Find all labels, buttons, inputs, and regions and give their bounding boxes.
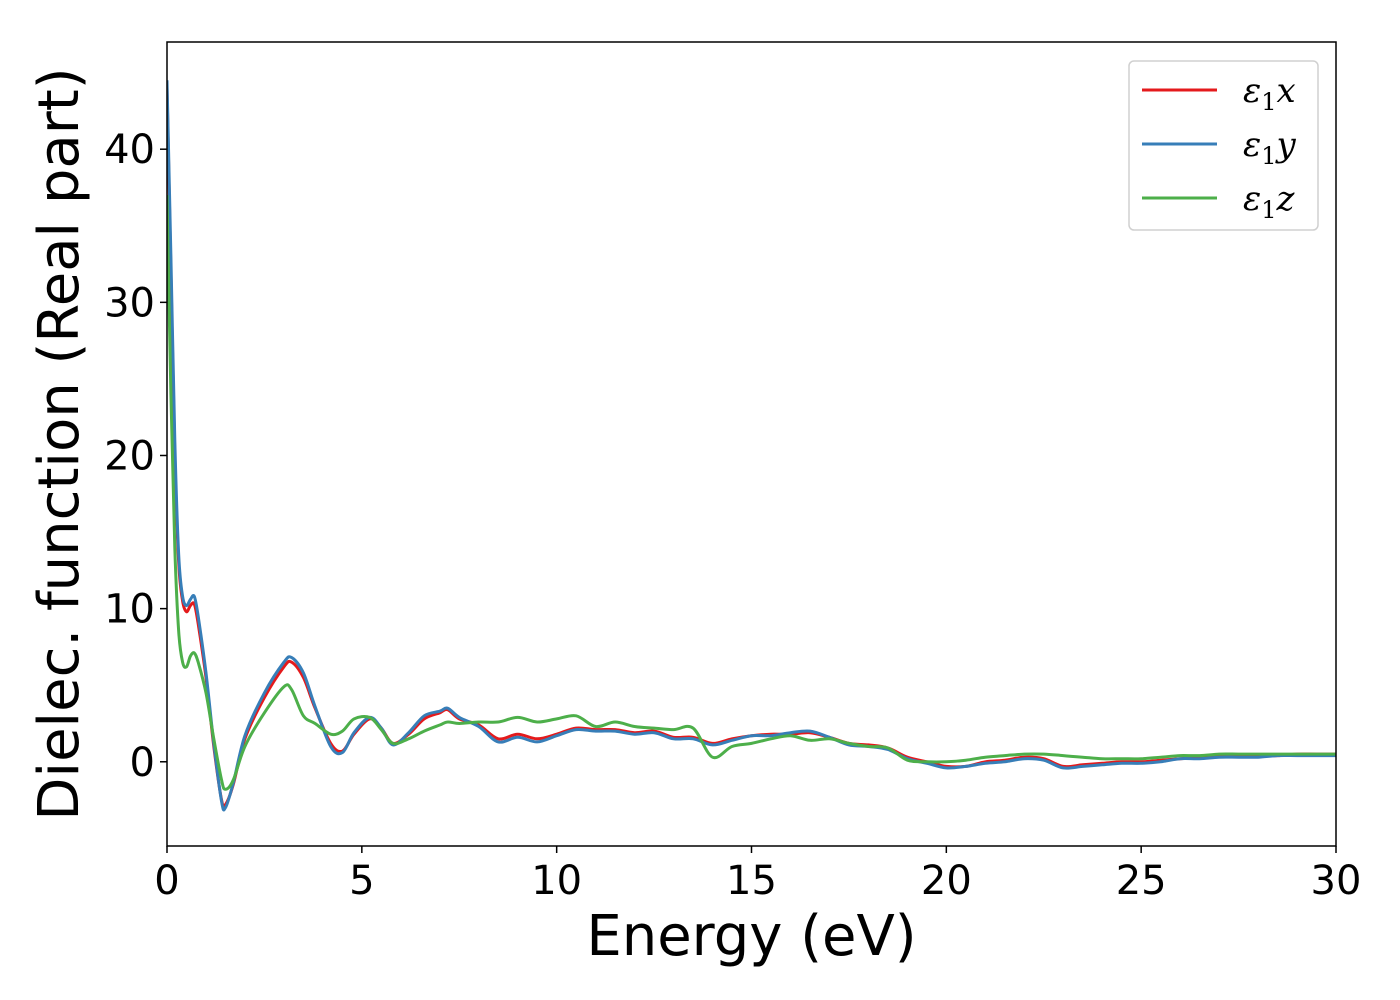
y-tick-label: 40 — [104, 127, 155, 173]
series-line-z — [167, 195, 1336, 791]
legend-label-z: ε1z — [1243, 179, 1296, 224]
y-tick-label: 30 — [104, 280, 155, 326]
ticks-layer: 0 5 10 15 20 25 30 0 10 20 30 40 — [104, 127, 1361, 904]
x-tick-label: 30 — [1311, 858, 1362, 904]
x-tick-label: 5 — [349, 858, 374, 904]
legend-box — [1128, 60, 1319, 231]
legend: ε1x ε1y ε1z — [1128, 60, 1319, 231]
y-axis-title: Dielec. function (Real part) — [27, 67, 92, 820]
legend-label-x: ε1x — [1243, 71, 1296, 116]
series-layer — [167, 80, 1336, 812]
x-tick-label: 25 — [1116, 858, 1167, 904]
series-line-y — [167, 80, 1336, 812]
x-tick-label: 15 — [726, 858, 777, 904]
y-tick-label: 10 — [104, 587, 155, 633]
plot-frame — [166, 41, 1337, 847]
y-tick-label: 20 — [104, 433, 155, 479]
x-tick-label: 0 — [154, 858, 179, 904]
x-tick-label: 10 — [531, 858, 582, 904]
x-axis-title: Energy (eV) — [586, 904, 916, 969]
legend-label-y: ε1y — [1243, 125, 1297, 170]
y-tick-label: 0 — [130, 740, 155, 786]
x-tick-label: 20 — [921, 858, 972, 904]
